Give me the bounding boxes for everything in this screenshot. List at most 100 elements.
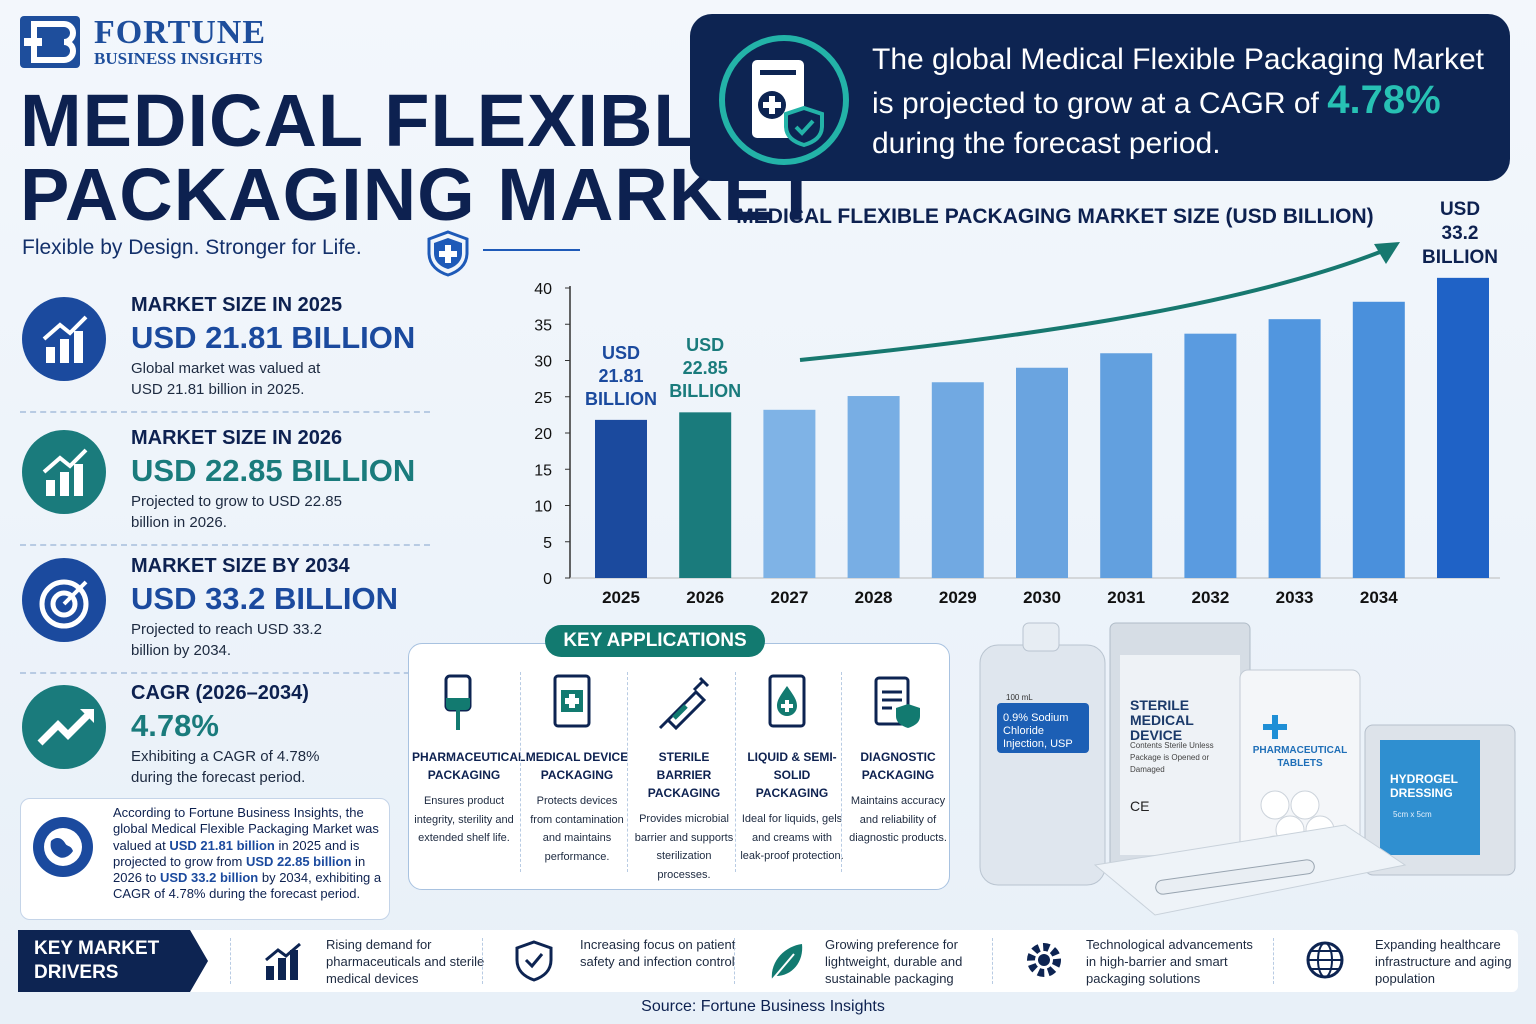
product-text: 100 mL — [1006, 693, 1033, 702]
graphic — [1290, 790, 1320, 820]
separator — [20, 544, 430, 546]
summary-part: by 2034, exhibiting a CAGR of 4.78% duri… — [113, 870, 382, 902]
graphic — [1380, 740, 1480, 855]
y-tick-label: 15 — [534, 462, 552, 479]
summary-part: According to Fortune Business Insights, … — [113, 805, 379, 853]
separator — [20, 672, 430, 674]
driver-text: Growing preference for lightweight, dura… — [825, 937, 963, 986]
stat-icon — [22, 558, 106, 642]
stat: MARKET SIZE BY 2034 USD 33.2 BILLION Proje… — [20, 555, 430, 683]
y-tick-label: 20 — [534, 426, 552, 443]
icon-part — [74, 464, 83, 496]
separator — [520, 672, 521, 872]
application: DIAGNOSTIC PACKAGING Maintains accuracy a… — [846, 668, 950, 848]
banner-line: during the forecast period. — [872, 127, 1221, 160]
driver-text: Rising demand for pharmaceuticals and st… — [326, 937, 485, 986]
graphic — [439, 251, 457, 257]
icon-part — [446, 698, 470, 710]
stat-value: USD 33.2 BILLION — [131, 581, 398, 616]
icon-part — [565, 698, 579, 704]
application-icon — [444, 674, 472, 730]
bar — [1268, 319, 1321, 578]
graphic — [1022, 622, 1060, 652]
separator — [841, 672, 842, 872]
summary-bold: USD 22.85 billion — [245, 853, 352, 869]
graphic — [427, 230, 469, 277]
y-tick-label: 25 — [534, 390, 552, 407]
separator — [735, 672, 736, 872]
separator — [482, 938, 483, 984]
driver-icon — [265, 942, 301, 980]
application-name: STERILE BARRIER PACKAGING — [647, 750, 721, 800]
icon-part — [266, 966, 274, 980]
annotation: USD 33.2 BILLION — [1422, 199, 1498, 268]
stat-value: 4.78% — [131, 708, 219, 743]
bar — [1352, 301, 1405, 578]
icon-part — [39, 579, 89, 629]
y-tick-label: 35 — [534, 317, 552, 334]
icon-part — [42, 448, 88, 474]
graphic — [719, 35, 849, 165]
y-tick-label: 30 — [534, 354, 552, 371]
graphic — [799, 250, 1381, 362]
application: LIQUID & SEMI-SOLID PACKAGING Ideal for l… — [740, 668, 844, 866]
stat-description: Exhibiting a CAGR of 4.78% during the fo… — [131, 748, 320, 786]
icon-part — [37, 710, 93, 746]
icon-part — [1308, 950, 1342, 970]
application-name: PHARMACEUTICAL PACKAGING — [412, 750, 526, 782]
y-tick-label: 0 — [543, 571, 552, 588]
graphic — [979, 644, 1106, 886]
separator — [734, 938, 735, 984]
y-tick-label: 10 — [534, 499, 552, 516]
icon-part — [874, 676, 910, 726]
application-description: Protects devices from contamination and … — [530, 795, 624, 863]
x-tick-label: 2025 — [602, 588, 640, 607]
bar — [931, 382, 984, 578]
stat-heading: MARKET SIZE IN 2025 — [131, 294, 343, 316]
separator — [230, 938, 231, 984]
x-tick-label: 2034 — [1360, 588, 1398, 607]
drivers-badge — [18, 930, 208, 992]
application: MEDICAL DEVICE PACKAGING Protects devices… — [525, 668, 629, 866]
product-text: 0.9% Sodium Chloride Injection, USP — [1003, 712, 1073, 750]
stat-value: USD 22.85 BILLION — [131, 453, 416, 488]
stat-description: Projected to reach USD 33.2 billion by 2… — [131, 621, 322, 659]
value-label: USD 21.81 BILLION — [585, 342, 657, 409]
main-title: MEDICAL FLEXIBLE PACKAGING MARKET — [20, 84, 820, 232]
brand-name: FORTUNE — [94, 14, 267, 51]
icon-part — [290, 950, 298, 980]
source: Source: Fortune Business Insights — [641, 998, 885, 1015]
bar — [1016, 367, 1068, 578]
icon-part — [1038, 954, 1050, 966]
graphic — [1260, 790, 1290, 820]
stat-glyph — [42, 315, 88, 363]
stat-heading: CAGR (2026–2034) — [131, 682, 309, 704]
stat-glyph — [37, 709, 94, 746]
graphic — [31, 21, 76, 63]
application: PHARMACEUTICAL PACKAGING Ensures product … — [412, 668, 526, 848]
growth-arrow — [799, 242, 1400, 362]
summary-box: According to Fortune Business Insights, … — [20, 798, 390, 920]
application: STERILE BARRIER PACKAGING Provides microb… — [632, 668, 736, 884]
summary-bold: USD 21.81 billion — [169, 837, 275, 853]
driver-icon — [515, 940, 553, 982]
icon-part — [80, 709, 94, 723]
banner-highlight: 4.78% — [1327, 78, 1441, 122]
application-icon — [658, 676, 710, 731]
title-line: PACKAGING MARKET — [20, 153, 820, 236]
icon-part — [60, 472, 69, 496]
bar — [847, 396, 900, 578]
logo — [20, 16, 80, 68]
bar — [763, 409, 816, 578]
globe-icon — [33, 817, 93, 877]
separator — [20, 411, 430, 413]
summary-bold: USD 33.2 billion — [160, 870, 259, 886]
stat-description: Projected to grow to USD 22.85 billion i… — [131, 493, 342, 531]
summary-part: in 2025 and is projected to grow from — [113, 837, 360, 869]
application-name: MEDICAL DEVICE PACKAGING — [525, 750, 629, 782]
chart-title: MEDICAL FLEXIBLE PACKAGING MARKET SIZE (… — [736, 205, 1374, 228]
driver-text: Technological advancements in high-barri… — [1086, 937, 1253, 986]
title-line: MEDICAL FLEXIBLE — [20, 79, 750, 162]
icon-part — [278, 958, 286, 980]
